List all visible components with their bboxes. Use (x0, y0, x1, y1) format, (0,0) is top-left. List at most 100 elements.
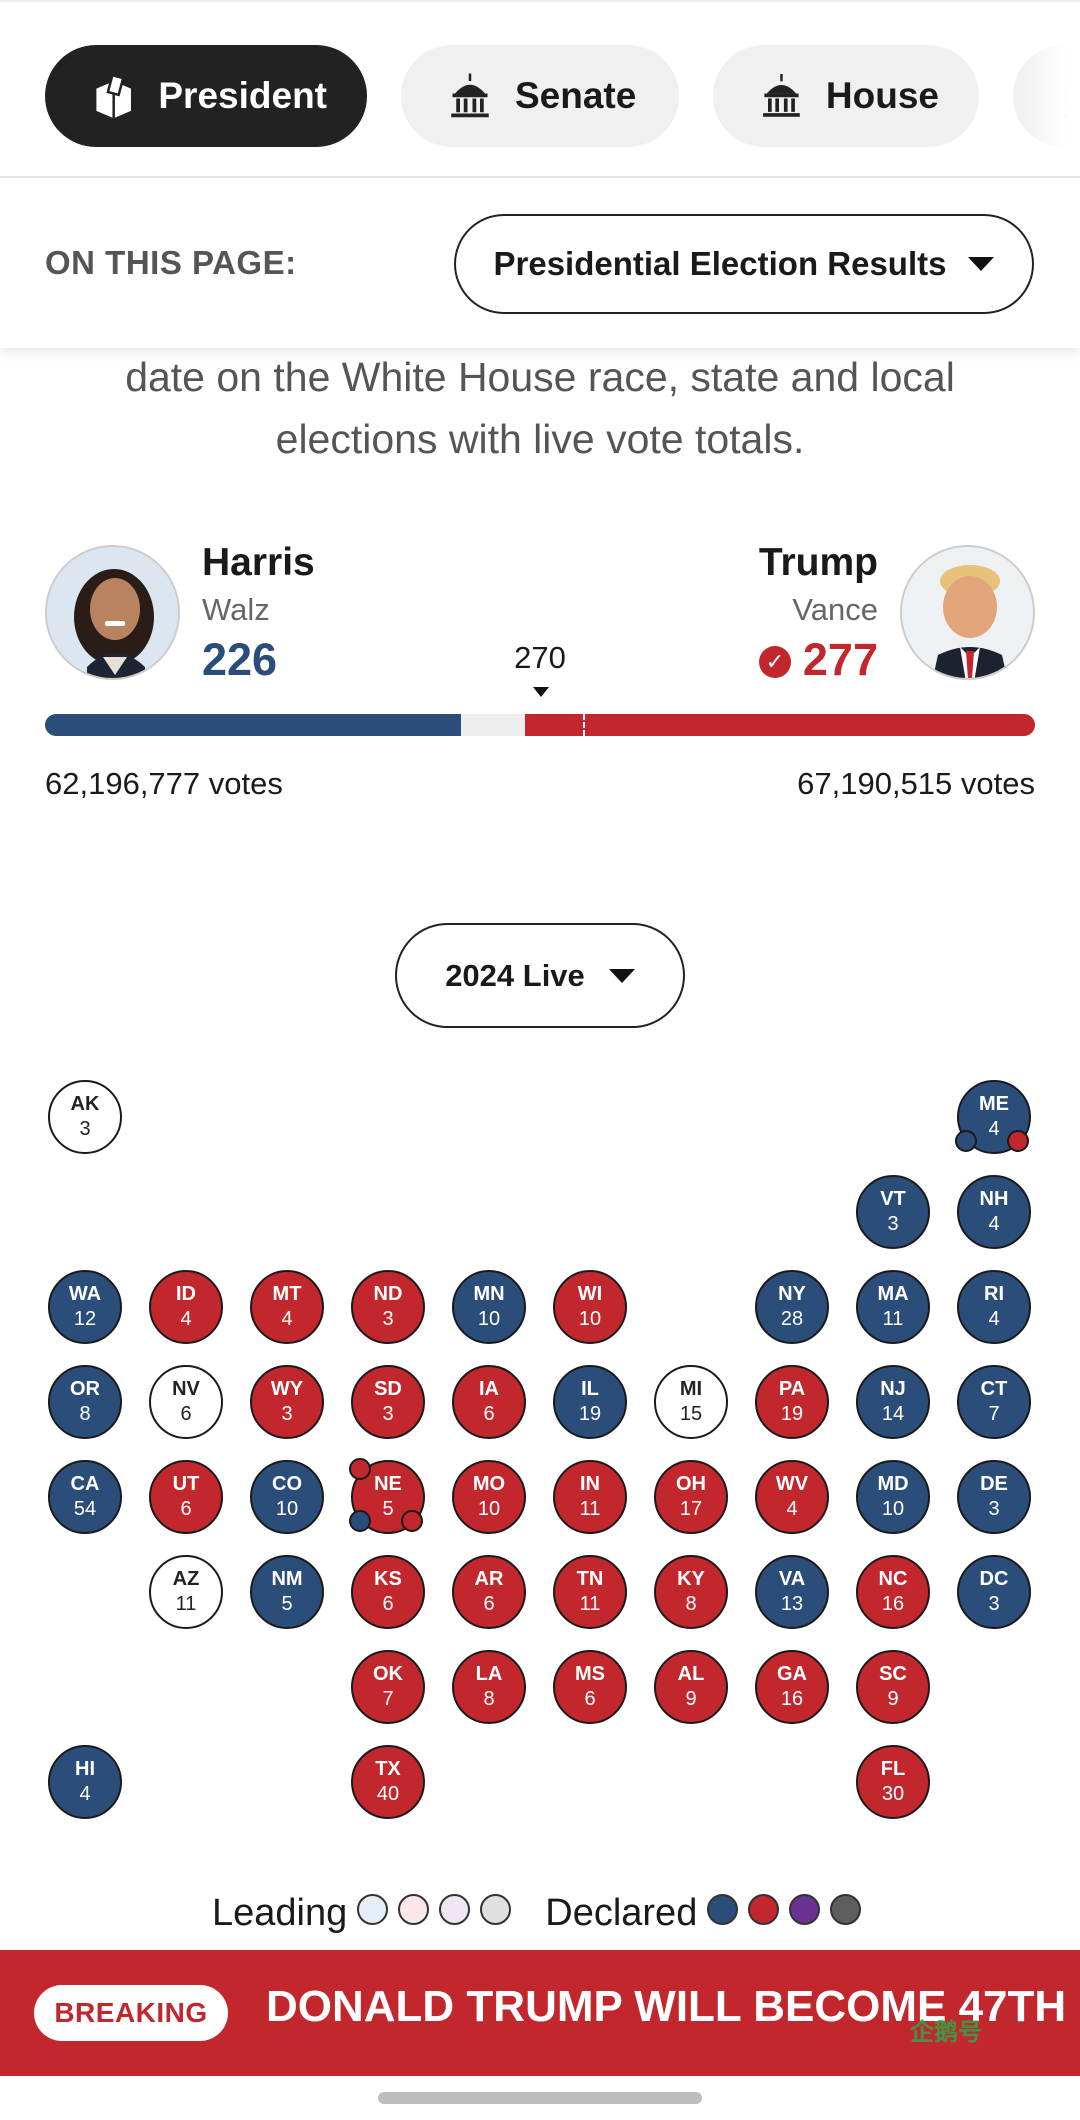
state-abbr: MD (877, 1473, 909, 1495)
state-electoral-votes: 4 (988, 1308, 1000, 1330)
state-electoral-votes: 16 (881, 1593, 905, 1615)
state-electoral-votes: 11 (175, 1593, 197, 1615)
state-dc[interactable]: DC 3 (957, 1555, 1031, 1629)
state-id[interactable]: ID 4 (149, 1270, 223, 1344)
state-electoral-votes: 6 (483, 1403, 495, 1425)
state-nd[interactable]: ND 3 (351, 1270, 425, 1344)
state-al[interactable]: AL 9 (654, 1650, 728, 1724)
state-in[interactable]: IN 11 (553, 1460, 627, 1534)
state-abbr: NC (878, 1568, 908, 1590)
intro-text: date on the White House race, state and … (60, 346, 1020, 470)
state-ga[interactable]: GA 16 (755, 1650, 829, 1724)
state-tx[interactable]: TX 40 (351, 1745, 425, 1819)
state-nv[interactable]: NV 6 (149, 1365, 223, 1439)
state-abbr: MA (877, 1283, 909, 1305)
legend-leading-swatch (480, 1894, 512, 1925)
state-de[interactable]: DE 3 (957, 1460, 1031, 1534)
state-co[interactable]: CO 10 (250, 1460, 324, 1534)
state-electoral-votes: 7 (382, 1688, 394, 1710)
harris-popular-votes: 62,196,777 votes (45, 766, 283, 801)
state-ny[interactable]: NY 28 (755, 1270, 829, 1344)
state-ma[interactable]: MA 11 (856, 1270, 930, 1344)
watermark-logo: 企鹅号 (910, 2019, 982, 2046)
state-or[interactable]: OR 8 (48, 1365, 122, 1439)
on-this-page-label: ON THIS PAGE: (45, 244, 297, 281)
state-abbr: OH (676, 1473, 706, 1495)
state-ar[interactable]: AR 6 (452, 1555, 526, 1629)
state-ky[interactable]: KY 8 (654, 1555, 728, 1629)
state-abbr: SC (879, 1663, 907, 1685)
state-abbr: ID (176, 1283, 196, 1305)
state-mn[interactable]: MN 10 (452, 1270, 526, 1344)
state-pa[interactable]: PA 19 (755, 1365, 829, 1439)
state-oh[interactable]: OH 17 (654, 1460, 728, 1534)
state-wi[interactable]: WI 10 (553, 1270, 627, 1344)
state-ct[interactable]: CT 7 (957, 1365, 1031, 1439)
state-electoral-votes: 3 (79, 1118, 91, 1140)
state-abbr: DC (979, 1568, 1009, 1590)
harris-electoral-votes: 226 (202, 634, 278, 685)
state-ia[interactable]: IA 6 (452, 1365, 526, 1439)
state-electoral-votes: 3 (988, 1593, 1000, 1615)
state-nj[interactable]: NJ 14 (856, 1365, 930, 1439)
tab-senate[interactable]: Senate (401, 45, 679, 147)
state-az[interactable]: AZ 11 (149, 1555, 223, 1629)
section-dropdown-value: Presidential Election Results (493, 245, 947, 282)
state-abbr: WA (68, 1283, 102, 1305)
state-ri[interactable]: RI 4 (957, 1270, 1031, 1344)
capitol-icon (451, 73, 489, 118)
year-dropdown[interactable]: 2024 Live (395, 923, 685, 1028)
state-sc[interactable]: SC 9 (856, 1650, 930, 1724)
state-abbr: LA (475, 1663, 503, 1685)
state-md[interactable]: MD 10 (856, 1460, 930, 1534)
section-dropdown[interactable]: Presidential Election Results (454, 214, 1034, 314)
year-dropdown-value: 2024 Live (445, 957, 585, 993)
intro-line-2: elections with live vote totals. (275, 416, 805, 462)
legend-declared-swatch (830, 1894, 862, 1925)
state-vt[interactable]: VT 3 (856, 1175, 930, 1249)
state-electoral-votes: 3 (281, 1403, 293, 1425)
state-fl[interactable]: FL 30 (856, 1745, 930, 1819)
state-abbr: SD (374, 1378, 402, 1400)
home-indicator[interactable] (378, 2092, 702, 2104)
state-abbr: KY (677, 1568, 705, 1590)
state-ca[interactable]: CA 54 (48, 1460, 122, 1534)
state-electoral-votes: 6 (382, 1593, 394, 1615)
state-electoral-votes: 10 (275, 1498, 299, 1520)
state-nh[interactable]: NH 4 (957, 1175, 1031, 1249)
state-tn[interactable]: TN 11 (553, 1555, 627, 1629)
state-va[interactable]: VA 13 (755, 1555, 829, 1629)
state-la[interactable]: LA 8 (452, 1650, 526, 1724)
state-ak[interactable]: AK 3 (48, 1080, 122, 1154)
state-mo[interactable]: MO 10 (452, 1460, 526, 1534)
state-ut[interactable]: UT 6 (149, 1460, 223, 1534)
harris-name: Harris (202, 541, 315, 584)
tab-president[interactable]: President (45, 45, 367, 147)
state-abbr: AZ (172, 1568, 200, 1590)
tab-house[interactable]: House (713, 45, 979, 147)
state-abbr: ME (979, 1093, 1009, 1115)
legend-declared-swatch (748, 1894, 780, 1925)
state-electoral-votes: 12 (73, 1308, 97, 1330)
state-wy[interactable]: WY 3 (250, 1365, 324, 1439)
state-abbr: NE (374, 1473, 402, 1495)
state-abbr: FL (880, 1758, 906, 1780)
state-sd[interactable]: SD 3 (351, 1365, 425, 1439)
state-electoral-votes: 10 (881, 1498, 905, 1520)
state-ms[interactable]: MS 6 (553, 1650, 627, 1724)
breaking-news-banner[interactable]: BREAKING DONALD TRUMP WILL BECOME 47TH 企… (0, 1950, 1080, 2076)
state-nm[interactable]: NM 5 (250, 1555, 324, 1629)
district-split-dot (1007, 1130, 1029, 1152)
state-hi[interactable]: HI 4 (48, 1745, 122, 1819)
trump-electoral-votes: 277 (802, 634, 878, 685)
district-split-dot (401, 1510, 423, 1532)
state-abbr: HI (75, 1758, 95, 1780)
state-wv[interactable]: WV 4 (755, 1460, 829, 1534)
state-mt[interactable]: MT 4 (250, 1270, 324, 1344)
state-ks[interactable]: KS 6 (351, 1555, 425, 1629)
state-ok[interactable]: OK 7 (351, 1650, 425, 1724)
state-mi[interactable]: MI 15 (654, 1365, 728, 1439)
state-il[interactable]: IL 19 (553, 1365, 627, 1439)
state-wa[interactable]: WA 12 (48, 1270, 122, 1344)
state-nc[interactable]: NC 16 (856, 1555, 930, 1629)
